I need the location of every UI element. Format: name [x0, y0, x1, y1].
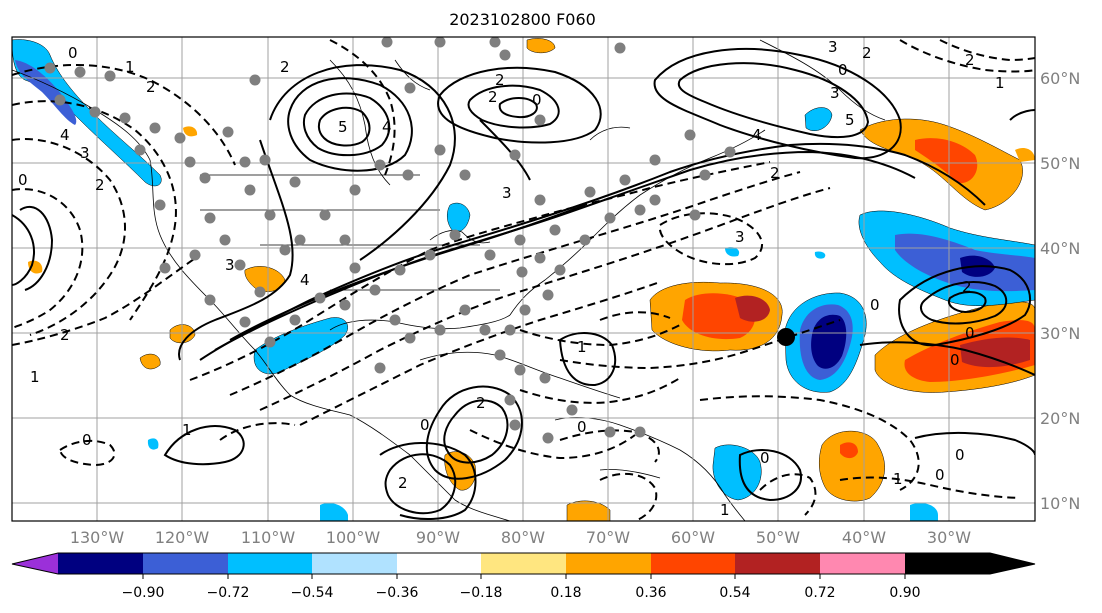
lat-tick-label: 20°N — [1040, 409, 1080, 428]
contour-label: 0 — [577, 418, 587, 436]
contour-label: 0 — [950, 351, 960, 369]
colorbar-tick-label: −0.54 — [291, 585, 334, 601]
contour-label: 0 — [760, 449, 770, 467]
solid-contours — [12, 47, 1035, 521]
contour-label: 3 — [830, 84, 840, 102]
lon-tick-label: 110°W — [241, 528, 296, 547]
lat-tick-label: 40°N — [1040, 239, 1080, 258]
contour-label: 3 — [225, 256, 235, 274]
contour-label: 2 — [862, 44, 872, 62]
colorbar-tick-label: −0.18 — [460, 585, 503, 601]
contour-label: 1 — [893, 470, 903, 488]
lon-tick-label: 40°W — [842, 528, 886, 547]
lat-tick-label: 60°N — [1040, 69, 1080, 88]
contour-label: 5 — [845, 111, 855, 129]
colorbar-tick-label: −0.36 — [376, 585, 419, 601]
contour-label: 3 — [80, 144, 90, 162]
lat-tick-label: 50°N — [1040, 154, 1080, 173]
colorbar-extend-low — [12, 553, 58, 574]
colorbar-tick-label: 0.54 — [719, 585, 750, 601]
colorbar-tick-label: −0.72 — [207, 585, 250, 601]
lat-axis: 60°N 50°N 40°N 30°N 20°N 10°N — [1040, 69, 1080, 513]
colorbar-segment — [820, 553, 905, 574]
contour-label: 2 — [476, 394, 486, 412]
contour-label: 5 — [338, 118, 348, 136]
contour-label: 1 — [125, 58, 135, 76]
contour-label: 0 — [68, 44, 78, 62]
lat-tick-label: 30°N — [1040, 324, 1080, 343]
colorbar-segment — [312, 553, 397, 574]
lon-tick-label: 60°W — [671, 528, 715, 547]
contour-label: 3 — [502, 184, 512, 202]
map-title: 2023102800 F060 — [449, 10, 596, 29]
contour-label: 1 — [30, 368, 40, 386]
contour-label: 0 — [838, 61, 848, 79]
contour-label: 0 — [870, 296, 880, 314]
contour-label: 1 — [577, 338, 587, 356]
dashed-contours — [12, 39, 1035, 521]
contour-label: 2 — [280, 58, 290, 76]
contour-label: 0 — [18, 171, 28, 189]
station-dots — [44, 37, 736, 444]
colorbar-tick-label: 0.18 — [550, 585, 581, 601]
colorbar-segment — [58, 553, 143, 574]
gridlines — [12, 37, 1035, 521]
colorbar-segment — [651, 553, 735, 574]
contour-label: 2 — [962, 278, 972, 296]
contour-label: 0 — [965, 324, 975, 342]
contour-labels: 0 1 2 2 0 3 2 4 5 4 2 0 3 2 3 2 4 5 3 2 … — [18, 38, 1005, 519]
contour-label: 1 — [182, 421, 192, 439]
contour-label: 4 — [752, 126, 762, 144]
colorbar-segment — [397, 553, 481, 574]
shaded-anomalies — [12, 38, 1035, 521]
colorbar-tick-label: −0.90 — [122, 585, 165, 601]
lon-axis: 130°W 120°W 110°W 100°W 90°W 80°W 70°W 6… — [70, 528, 971, 547]
colorbar-segment — [228, 553, 312, 574]
colorbar-segment — [143, 553, 228, 574]
contour-label: 3 — [828, 38, 838, 56]
colorbar-segment — [481, 553, 566, 574]
contour-label: 2 — [965, 51, 975, 69]
contour-label: 4 — [382, 118, 392, 136]
contour-label: 3 — [735, 228, 745, 246]
contour-label: 1 — [995, 74, 1005, 92]
contour-label: 0 — [420, 416, 430, 434]
lon-tick-label: 30°W — [927, 528, 971, 547]
colorbar-segment — [566, 553, 651, 574]
contour-label: 0 — [82, 431, 92, 449]
contour-label: 0 — [935, 466, 945, 484]
contour-label: 0 — [955, 446, 965, 464]
contour-label: 2 — [398, 474, 408, 492]
colorbar-extend-high — [905, 553, 1035, 574]
lon-tick-label: 80°W — [501, 528, 545, 547]
low-center-dot — [777, 328, 795, 346]
lon-tick-label: 70°W — [586, 528, 630, 547]
contour-label: 2 — [95, 176, 105, 194]
contour-label: 0 — [532, 91, 542, 109]
contour-label: 2 — [146, 78, 156, 96]
contour-label: 2 — [495, 71, 505, 89]
lon-tick-label: 90°W — [416, 528, 460, 547]
colorbar-segment — [735, 553, 820, 574]
contour-label: 4 — [300, 271, 310, 289]
colorbar-tick-label: 0.72 — [804, 585, 835, 601]
lon-tick-label: 50°W — [756, 528, 800, 547]
contour-label: 2 — [770, 164, 780, 182]
lon-tick-label: 120°W — [155, 528, 210, 547]
contour-label: 2 — [60, 326, 70, 344]
contour-label: 1 — [720, 501, 730, 519]
contour-label: 4 — [60, 126, 70, 144]
plot-border — [11, 36, 1036, 522]
colorbar: −0.90 −0.72 −0.54 −0.36 −0.18 0.18 0.36 … — [11, 552, 1036, 601]
lat-tick-label: 10°N — [1040, 494, 1080, 513]
lon-tick-label: 130°W — [70, 528, 125, 547]
colorbar-tick-label: 0.36 — [635, 585, 666, 601]
lon-tick-label: 100°W — [326, 528, 381, 547]
contour-label: 2 — [488, 88, 498, 106]
colorbar-tick-label: 0.90 — [889, 585, 920, 601]
